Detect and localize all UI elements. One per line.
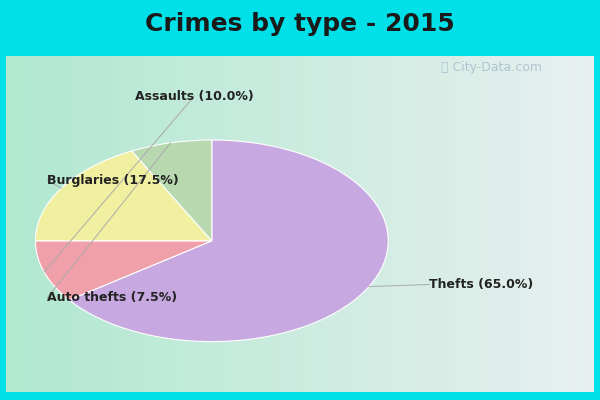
- Text: Assaults (10.0%): Assaults (10.0%): [135, 90, 254, 103]
- Wedge shape: [35, 241, 212, 300]
- Text: Burglaries (17.5%): Burglaries (17.5%): [47, 174, 179, 187]
- Wedge shape: [132, 140, 212, 241]
- Wedge shape: [69, 140, 388, 342]
- Text: ⓘ City-Data.com: ⓘ City-Data.com: [442, 62, 542, 74]
- Text: Auto thefts (7.5%): Auto thefts (7.5%): [47, 292, 177, 304]
- Text: Crimes by type - 2015: Crimes by type - 2015: [145, 12, 455, 36]
- Wedge shape: [35, 151, 212, 241]
- Text: Thefts (65.0%): Thefts (65.0%): [430, 278, 533, 291]
